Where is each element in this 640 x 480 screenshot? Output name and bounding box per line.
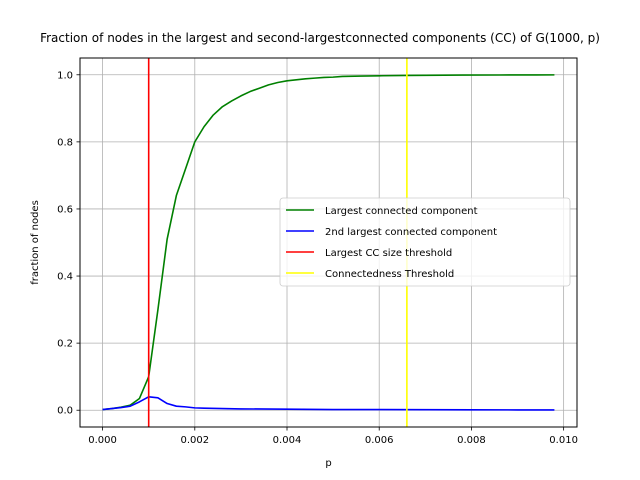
legend-label: Connectedness Threshold — [325, 269, 454, 280]
legend-label: Largest connected component — [325, 206, 478, 217]
chart-title: Fraction of nodes in the largest and sec… — [40, 31, 600, 45]
legend: Largest connected component 2nd largest c… — [279, 197, 571, 287]
x-tick-label: 0.010 — [549, 435, 578, 446]
x-axis-label: p — [325, 458, 331, 469]
y-tick-label: 0.2 — [57, 339, 73, 350]
y-tick-label: 1.0 — [57, 70, 73, 81]
x-tick-label: 0.000 — [88, 435, 117, 446]
x-tick-label: 0.004 — [273, 435, 302, 446]
y-tick-label: 0.6 — [57, 204, 73, 215]
legend-label: Largest CC size threshold — [325, 248, 452, 259]
x-tick-label: 0.008 — [457, 435, 486, 446]
x-axis-ticks: 0.000 0.002 0.004 0.006 0.008 0.010 — [88, 427, 578, 446]
legend-label: 2nd largest connected component — [325, 227, 497, 238]
y-axis-ticks: 0.0 0.2 0.4 0.6 0.8 1.0 — [57, 70, 80, 417]
series-line-1 — [102, 74, 555, 411]
y-axis-label: fraction of nodes — [30, 200, 41, 285]
y-tick-label: 0.4 — [57, 272, 73, 283]
x-tick-label: 0.002 — [180, 435, 209, 446]
series-layer — [102, 58, 555, 427]
legend-box — [279, 197, 571, 287]
series-line-2 — [102, 396, 555, 411]
x-tick-label: 0.006 — [365, 435, 394, 446]
y-tick-label: 0.0 — [57, 406, 73, 417]
y-tick-label: 0.8 — [57, 137, 73, 148]
plot-frame — [79, 57, 578, 428]
